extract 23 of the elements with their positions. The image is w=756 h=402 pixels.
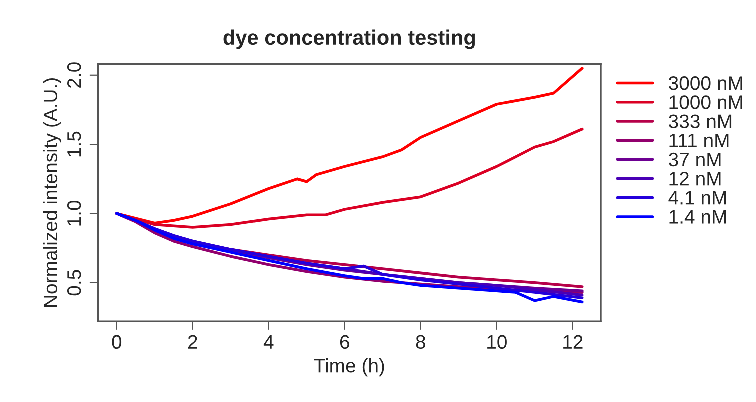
legend-label: 1.4 nM: [670, 210, 726, 224]
y-tick-label: 2.0: [67, 62, 82, 88]
legend-label: 3000 nM: [669, 76, 742, 90]
chart-title: dye concentration testing: [224, 30, 476, 50]
x-tick-label: 8: [416, 335, 426, 350]
y-axis-title: Normalized intensity (A.U.): [43, 78, 62, 307]
y-tick-label: 0.5: [67, 270, 82, 296]
y-tick-label: 1.5: [68, 132, 82, 157]
legend-label: 1000 nM: [670, 96, 742, 110]
x-axis-title: Time (h): [314, 358, 384, 377]
legend-label: 111 nM: [670, 134, 729, 148]
x-tick-label: 12: [564, 335, 583, 349]
x-tick-label: 4: [264, 336, 274, 349]
x-tick-label: 6: [340, 335, 350, 350]
legend-label: 12 nM: [670, 172, 721, 186]
x-tick-label: 2: [188, 335, 198, 349]
y-tick-label: 1.0: [67, 200, 82, 226]
legend-label: 4.1 nM: [668, 191, 726, 205]
legend-label: 37 nM: [669, 152, 721, 167]
legend-label: 333 nM: [669, 114, 732, 128]
x-tick-label: 0: [112, 335, 122, 350]
x-tick-label: 10: [488, 335, 507, 350]
line-series: [116, 67, 584, 225]
